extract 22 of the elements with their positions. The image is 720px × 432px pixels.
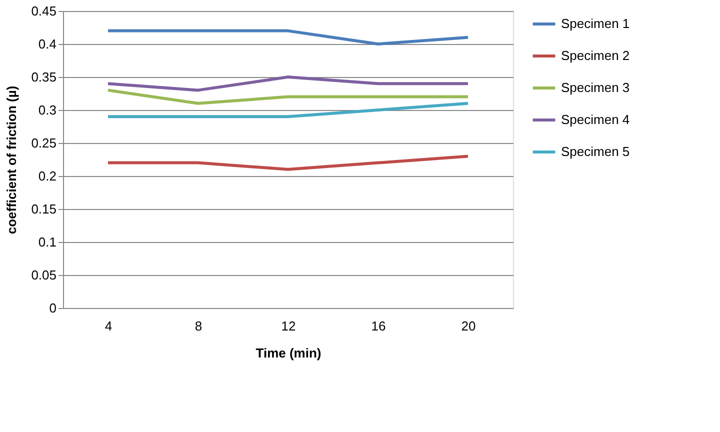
y-tick-label: 0.35 [31,70,56,84]
x-axis-title: Time (min) [256,346,322,360]
y-tick-label: 0.4 [38,36,56,52]
y-tick-label: 0.25 [31,136,56,150]
y-tick-label: 0.1 [38,234,56,250]
y-axis-title: coefficient of friction (µ) [4,86,20,234]
y-tick-label: 0.45 [31,4,56,18]
x-tick-label: 20 [461,318,476,334]
y-tick-label: 0.2 [38,168,56,184]
legend-label: Specimen 4 [561,112,630,127]
y-tick-label: 0 [49,300,56,316]
x-tick-label: 12 [281,318,296,334]
y-tick-label: 0.3 [38,102,56,118]
y-tick-label: 0.05 [31,268,56,282]
y-tick-label: 0.15 [31,202,56,216]
legend-label: Specimen 1 [561,16,630,31]
x-tick-label: 8 [194,318,202,334]
legend-label: Specimen 5 [561,144,630,159]
x-tick-label: 4 [104,318,112,334]
legend-label: Specimen 3 [561,80,630,95]
legend-label: Specimen 2 [561,48,630,63]
x-tick-label: 16 [371,318,386,334]
